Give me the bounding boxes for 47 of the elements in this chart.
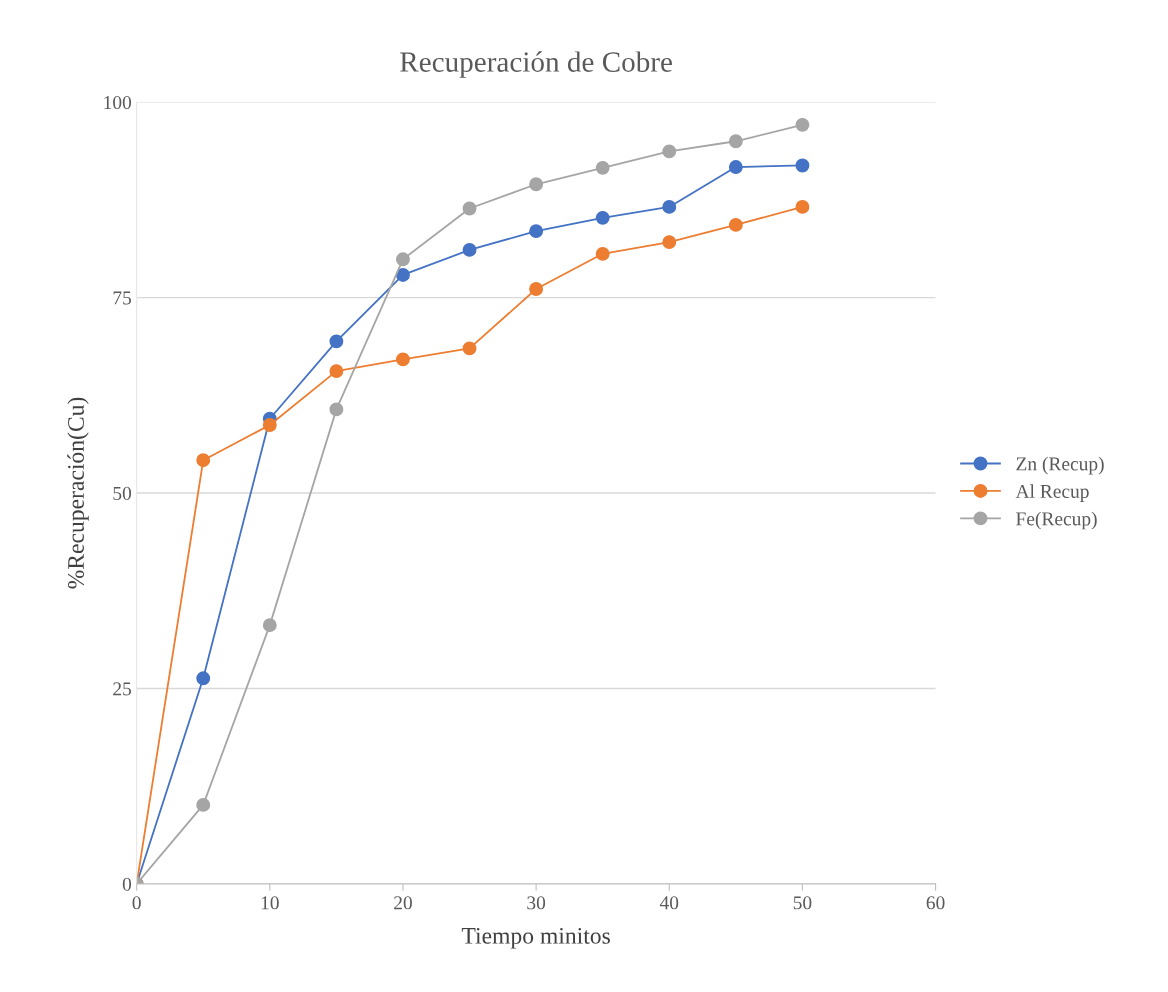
- point: [728, 217, 743, 232]
- point: [662, 235, 677, 250]
- legend-label: Al Recup: [1015, 484, 1089, 502]
- point: [462, 201, 477, 216]
- point: [196, 671, 211, 686]
- point: [396, 252, 410, 267]
- x-tick-label: 20: [394, 896, 412, 910]
- y-tick-label: 25: [113, 682, 132, 696]
- point: [396, 352, 410, 367]
- point: [529, 282, 544, 296]
- x-tick-label: 40: [659, 896, 679, 910]
- point: [329, 364, 344, 379]
- y-tick-label: 75: [113, 291, 132, 305]
- point: [795, 117, 810, 132]
- y-tick-label: 0: [122, 877, 132, 891]
- point: [329, 334, 344, 349]
- point: [662, 199, 677, 214]
- point: [196, 453, 211, 468]
- point: [662, 144, 677, 159]
- point: [262, 418, 277, 432]
- x-axis-title: Tiempo minitos: [461, 927, 610, 949]
- point: [462, 242, 477, 257]
- x-tick-label: 10: [261, 896, 279, 910]
- legend-label: Zn (Recup): [1016, 456, 1104, 475]
- x-tick-label: 50: [793, 896, 812, 910]
- x-tick-label: 30: [527, 896, 546, 910]
- point: [529, 177, 544, 192]
- point: [396, 267, 410, 282]
- point: [595, 160, 610, 175]
- point: [196, 797, 211, 812]
- point: [728, 160, 743, 175]
- y-axis-title: %Recuperación(Cu): [67, 397, 89, 589]
- point: [595, 210, 610, 225]
- y-tick-label: 100: [104, 95, 132, 110]
- x-tick-label: 0: [132, 896, 141, 910]
- x-tick-label: 60: [926, 896, 945, 910]
- point: [462, 341, 477, 356]
- legend-label: Fe(Recup): [1016, 511, 1097, 530]
- point: [728, 134, 743, 149]
- chart-title: Recuperación de Cobre: [400, 51, 672, 78]
- point: [262, 618, 277, 633]
- point: [595, 246, 610, 261]
- y-tick-label: 50: [113, 486, 132, 500]
- point: [795, 199, 810, 214]
- point: [795, 158, 810, 173]
- point: [329, 402, 344, 417]
- point: [529, 224, 544, 239]
